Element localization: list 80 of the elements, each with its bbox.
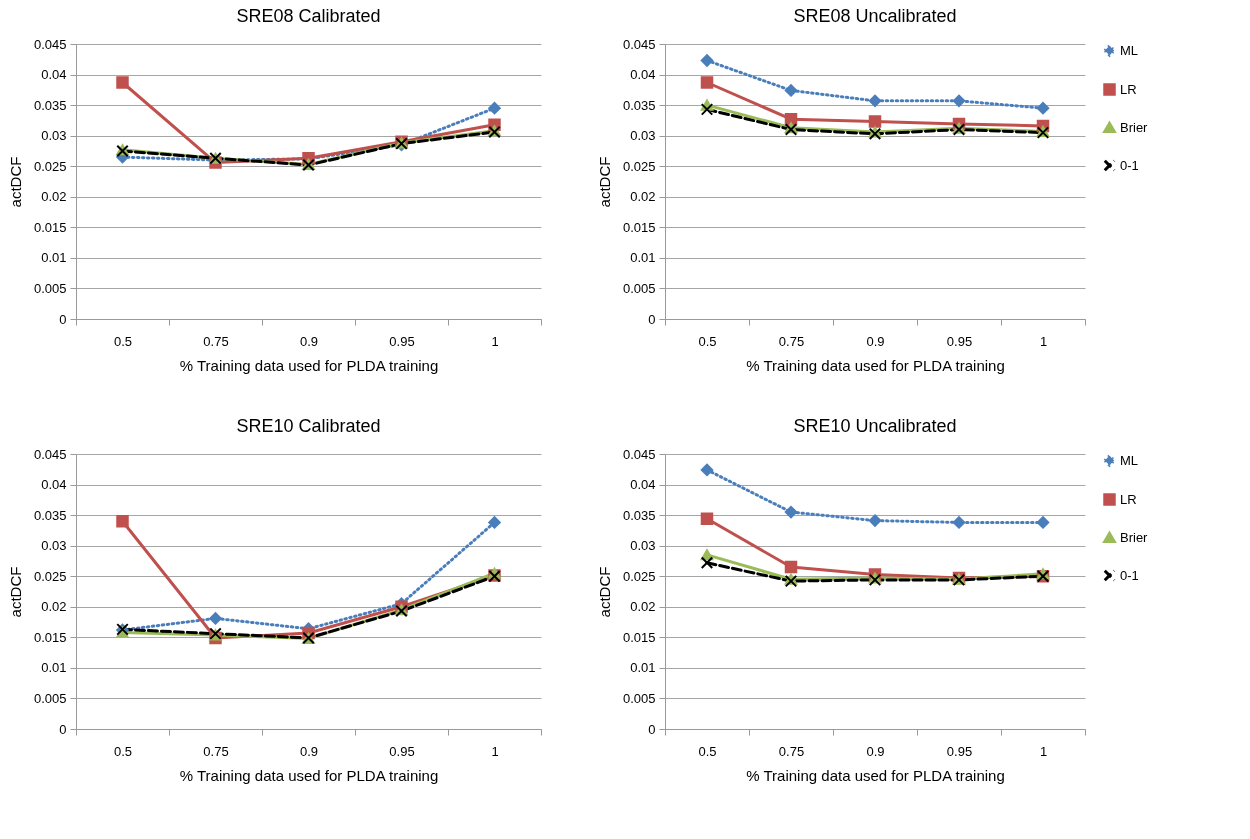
y-tick-label: 0.005 <box>622 280 656 296</box>
legend-label: LR <box>1120 491 1137 507</box>
legend-label: ML <box>1120 452 1139 468</box>
chart-title: SRE10 Calibrated <box>236 416 381 436</box>
chart-title: SRE08 Uncalibrated <box>793 6 957 26</box>
legend-label: 0-1 <box>1120 567 1139 583</box>
y-tick-label: 0.03 <box>41 128 67 144</box>
y-tick-label: 0.01 <box>41 250 67 266</box>
y-tick-label: 0.04 <box>41 67 67 83</box>
legend-label: Brier <box>1120 529 1149 545</box>
x-tick-label: 0.75 <box>203 743 229 759</box>
legend-label: ML <box>1120 42 1139 58</box>
x-tick-label: 1 <box>491 333 499 349</box>
y-tick-label: 0.03 <box>630 128 656 144</box>
y-tick-label: 0 <box>648 311 656 327</box>
y-tick-label: 0 <box>648 721 656 737</box>
x-tick-label: 1 <box>491 743 499 759</box>
y-tick-label: 0.03 <box>41 538 67 554</box>
y-tick-label: 0.04 <box>630 67 656 83</box>
y-tick-label: 0.005 <box>33 690 67 706</box>
y-tick-label: 0.025 <box>33 158 67 174</box>
y-tick-label: 0 <box>59 311 67 327</box>
x-tick-label: 0.9 <box>299 333 319 349</box>
y-tick-label: 0.02 <box>41 189 67 205</box>
y-tick-label: 0.035 <box>622 507 656 523</box>
x-tick-label: 0.75 <box>778 743 805 759</box>
x-axis-title: % Training data used for PLDA training <box>179 356 439 374</box>
y-tick-label: 0.01 <box>630 250 656 266</box>
legend-label: Brier <box>1120 119 1149 135</box>
y-tick-label: 0.025 <box>33 568 67 584</box>
y-tick-label: 0.02 <box>630 599 656 615</box>
x-tick-label: 0.5 <box>113 743 133 759</box>
y-tick-label: 0.03 <box>630 538 656 554</box>
y-tick-label: 0.045 <box>33 36 67 52</box>
x-tick-label: 0.5 <box>698 333 717 349</box>
chart-title: SRE08 Calibrated <box>236 6 381 26</box>
y-tick-label: 0.045 <box>622 36 656 52</box>
x-tick-label: 0.95 <box>389 333 415 349</box>
y-tick-label: 0.01 <box>41 660 67 676</box>
x-tick-label: 0.9 <box>299 743 319 759</box>
y-tick-label: 0.015 <box>33 629 67 645</box>
y-tick-label: 0.035 <box>33 507 67 523</box>
x-tick-label: 1 <box>1039 333 1048 349</box>
y-axis-title: actDCF <box>6 156 24 208</box>
y-tick-label: 0.02 <box>41 599 67 615</box>
x-axis-title: % Training data used for PLDA training <box>746 356 1005 374</box>
y-tick-label: 0.015 <box>622 219 656 235</box>
x-tick-label: 0.75 <box>203 333 229 349</box>
x-axis-title: % Training data used for PLDA training <box>746 766 1005 784</box>
x-tick-label: 1 <box>1039 743 1048 759</box>
legend-label: LR <box>1120 81 1137 97</box>
y-tick-label: 0.035 <box>622 97 656 113</box>
x-tick-label: 0.75 <box>778 333 805 349</box>
x-axis-title: % Training data used for PLDA training <box>179 766 439 784</box>
y-axis-title: actDCF <box>595 156 613 208</box>
legend-label: 0-1 <box>1120 157 1139 173</box>
y-axis-title: actDCF <box>6 566 24 618</box>
x-tick-label: 0.95 <box>946 743 973 759</box>
x-tick-label: 0.95 <box>946 333 973 349</box>
y-tick-label: 0.01 <box>630 660 656 676</box>
y-tick-label: 0.015 <box>33 219 67 235</box>
chart-title: SRE10 Uncalibrated <box>793 416 957 436</box>
y-tick-label: 0.005 <box>33 280 67 296</box>
y-tick-label: 0.025 <box>622 158 656 174</box>
y-tick-label: 0.04 <box>630 477 656 493</box>
y-tick-label: 0.045 <box>622 446 656 462</box>
y-tick-label: 0.005 <box>622 690 656 706</box>
y-tick-label: 0.015 <box>622 629 656 645</box>
y-tick-label: 0 <box>59 721 67 737</box>
y-tick-label: 0.025 <box>622 568 656 584</box>
x-tick-label: 0.9 <box>866 743 885 759</box>
y-tick-label: 0.035 <box>33 97 67 113</box>
x-tick-label: 0.5 <box>698 743 717 759</box>
x-tick-label: 0.9 <box>866 333 885 349</box>
y-tick-label: 0.02 <box>630 189 656 205</box>
y-tick-label: 0.045 <box>33 446 67 462</box>
x-tick-label: 0.5 <box>113 333 133 349</box>
y-tick-label: 0.04 <box>41 477 67 493</box>
x-tick-label: 0.95 <box>389 743 415 759</box>
y-axis-title: actDCF <box>595 566 613 618</box>
